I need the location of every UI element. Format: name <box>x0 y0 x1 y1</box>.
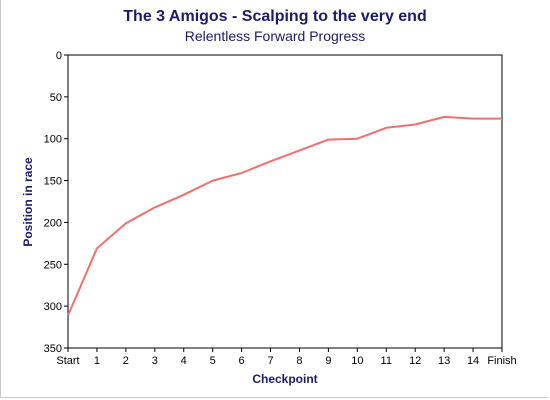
x-axis-label: Checkpoint <box>252 372 318 386</box>
x-tick-label: 12 <box>409 355 421 367</box>
x-axis: Start 1 2 3 4 5 6 7 8 9 10 11 12 13 14 Finish <box>56 348 517 367</box>
data-point <box>471 117 475 121</box>
data-point <box>211 179 215 183</box>
x-tick-label: 2 <box>123 355 129 367</box>
data-point <box>182 193 186 197</box>
x-tick-label: 10 <box>351 355 363 367</box>
plot-area <box>67 54 503 349</box>
x-tick-label: 1 <box>94 355 100 367</box>
data-point <box>355 137 359 141</box>
x-tick-label: 7 <box>267 355 273 367</box>
x-tick-label: 9 <box>325 355 331 367</box>
data-point <box>413 122 417 126</box>
data-point <box>326 138 330 142</box>
x-tick-label: 4 <box>181 355 187 367</box>
data-point <box>269 159 273 163</box>
data-point <box>66 313 70 317</box>
x-tick-label: 6 <box>239 355 245 367</box>
y-tick-label: 300 <box>44 301 62 313</box>
data-point <box>153 205 157 209</box>
data-point <box>500 117 504 121</box>
x-tick-label: Start <box>56 355 79 367</box>
y-axis: 0 50 100 150 200 250 300 350 <box>44 50 68 355</box>
data-point <box>384 126 388 130</box>
y-tick-label: 100 <box>44 134 62 146</box>
series-line <box>67 115 502 316</box>
y-tick-label: 0 <box>56 50 62 62</box>
x-tick-label: 3 <box>152 355 158 367</box>
series-group <box>66 115 504 317</box>
data-point <box>124 221 128 225</box>
x-tick-label: Finish <box>487 355 516 367</box>
chart-subtitle: Relentless Forward Progress <box>184 28 366 44</box>
data-point <box>240 171 244 175</box>
x-tick-label: 14 <box>467 355 479 367</box>
x-tick-label: 8 <box>296 355 302 367</box>
x-tick-label: 11 <box>381 355 392 367</box>
data-point <box>95 246 99 250</box>
data-point <box>297 148 301 152</box>
y-tick-label: 250 <box>44 259 62 271</box>
y-tick-label: 50 <box>50 92 62 104</box>
x-tick-label: 5 <box>210 355 216 367</box>
y-tick-label: 150 <box>44 176 62 188</box>
y-tick-label: 200 <box>44 217 62 229</box>
x-tick-label: 13 <box>438 355 450 367</box>
y-tick-label: 350 <box>44 343 62 355</box>
chart-title: The 3 Amigos - Scalping to the very end <box>123 8 427 25</box>
data-point <box>442 115 446 119</box>
